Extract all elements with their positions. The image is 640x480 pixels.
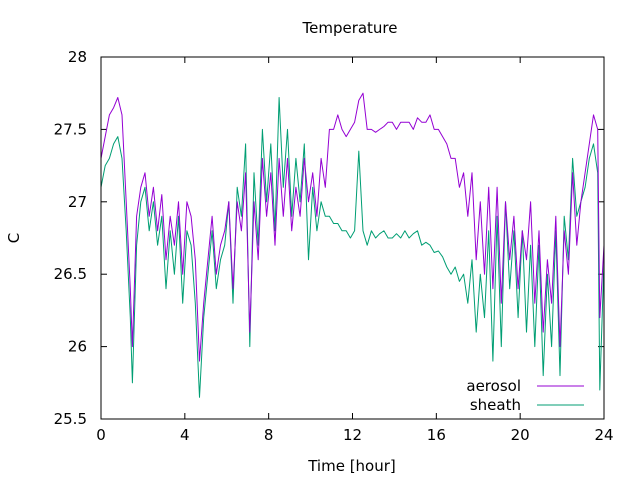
x-axis-label: Time [hour] <box>307 457 396 475</box>
x-tick-label: 20 <box>511 426 530 444</box>
plot-frame <box>100 56 605 420</box>
y-tick-label: 25.5 <box>54 410 87 428</box>
x-tick-label: 4 <box>180 426 190 444</box>
y-tick-label: 27.5 <box>54 120 87 138</box>
x-tick-label: 8 <box>264 426 274 444</box>
y-tick-label: 28 <box>68 48 87 66</box>
legend-label-aerosol: aerosol <box>466 377 521 395</box>
chart-title: Temperature <box>301 19 397 37</box>
x-tick-label: 0 <box>96 426 106 444</box>
y-axis-label: C <box>5 233 23 243</box>
x-tick-label: 24 <box>594 426 613 444</box>
series-lines <box>100 92 605 398</box>
y-tick-label: 26.5 <box>54 265 87 283</box>
series-line-aerosol <box>100 92 605 362</box>
y-tick-label: 26 <box>68 338 87 356</box>
legend-label-sheath: sheath <box>470 396 521 414</box>
x-tick-label: 16 <box>427 426 446 444</box>
y-tick-label: 27 <box>68 193 87 211</box>
x-tick-label: 12 <box>343 426 362 444</box>
